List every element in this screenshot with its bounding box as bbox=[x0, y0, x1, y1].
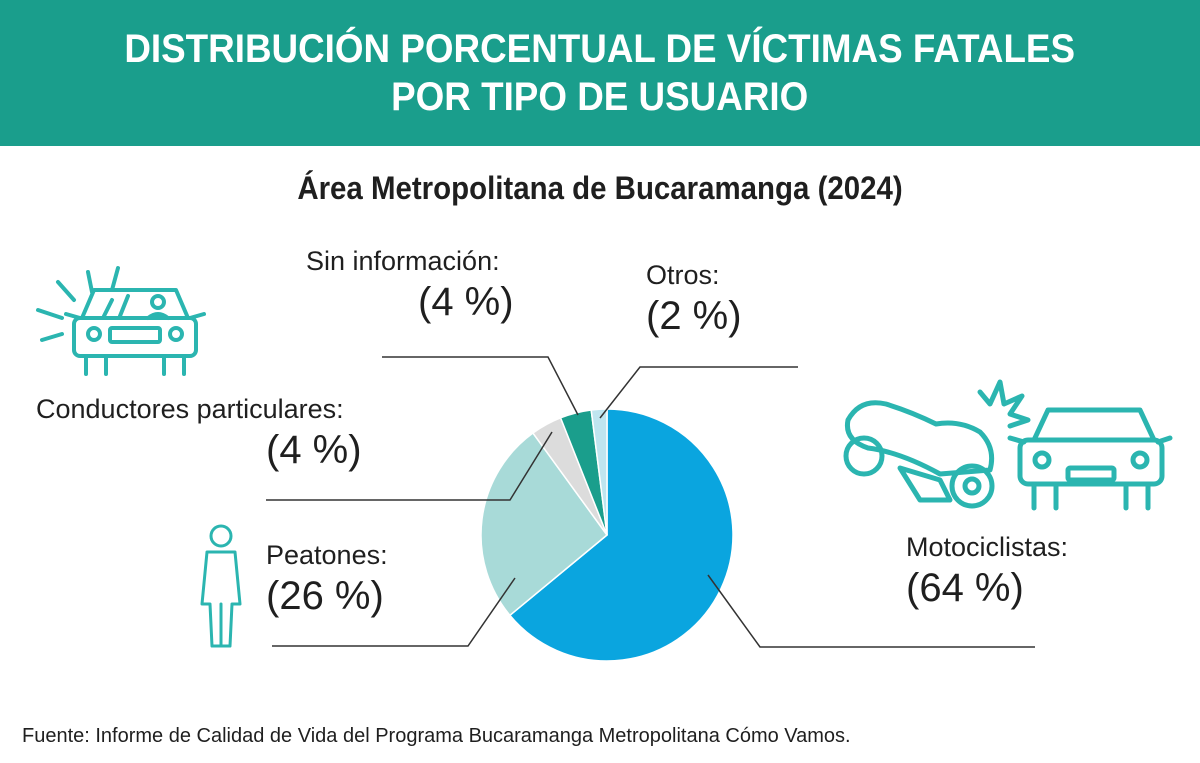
label-motociclistas: Motociclistas: (64 %) bbox=[906, 530, 1068, 612]
slice-label-otros: Otros: bbox=[646, 260, 720, 290]
pie-chart bbox=[480, 408, 734, 662]
slice-label-peatones: Peatones: bbox=[266, 540, 388, 570]
slice-label-conductores: Conductores particulares: bbox=[36, 394, 344, 424]
leader-line-otros bbox=[599, 366, 798, 419]
motorcycle-car-crash-icon bbox=[843, 379, 1173, 511]
source-note: Fuente: Informe de Calidad de Vida del P… bbox=[22, 725, 851, 747]
label-sin-informacion: Sin información: (4 %) bbox=[306, 244, 514, 326]
slice-value-peatones: (26 %) bbox=[266, 574, 384, 618]
label-peatones: Peatones: (26 %) bbox=[266, 538, 388, 620]
leader-line-sin-informacion bbox=[382, 356, 579, 416]
label-otros: Otros: (2 %) bbox=[646, 258, 742, 340]
chart-subtitle: Área Metropolitana de Bucaramanga (2024) bbox=[297, 170, 903, 206]
slice-value-sin-informacion: (4 %) bbox=[418, 280, 514, 324]
pie-slice-motociclistas bbox=[508, 408, 734, 662]
leader-line-motociclistas bbox=[707, 574, 1035, 648]
label-conductores: Conductores particulares: (4 %) bbox=[36, 392, 362, 474]
slice-value-conductores: (4 %) bbox=[266, 428, 362, 472]
slice-label-motociclistas: Motociclistas: bbox=[906, 532, 1069, 562]
leader-lines bbox=[266, 356, 1035, 648]
title-banner: DISTRIBUCIÓN PORCENTUAL DE VÍCTIMAS FATA… bbox=[0, 0, 1200, 146]
slice-value-motociclistas: (64 %) bbox=[906, 566, 1024, 610]
pie-slice-peatones bbox=[480, 432, 609, 617]
title-line-1: DISTRIBUCIÓN PORCENTUAL DE VÍCTIMAS FATA… bbox=[124, 27, 1076, 71]
car-front-alert-icon bbox=[36, 266, 206, 376]
leader-line-conductores bbox=[266, 431, 553, 501]
title-line-2: POR TIPO DE USUARIO bbox=[391, 75, 809, 119]
slice-value-otros: (2 %) bbox=[646, 294, 742, 338]
pedestrian-icon bbox=[200, 524, 242, 648]
slice-label-sin-informacion: Sin información: bbox=[306, 246, 500, 276]
leader-line-peatones bbox=[272, 577, 516, 647]
